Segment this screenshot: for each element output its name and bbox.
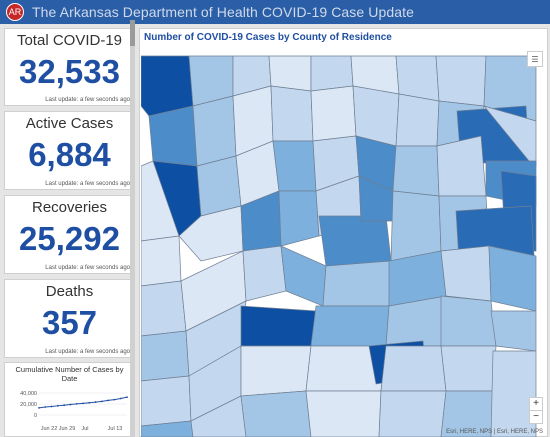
data-point — [82, 402, 84, 405]
map-panel[interactable]: Number of COVID-19 Cases by County of Re… — [139, 28, 548, 437]
chart-title: Cumulative Number of Cases by Date — [15, 365, 124, 383]
data-point — [44, 406, 47, 408]
data-point — [126, 396, 128, 399]
county-shape[interactable] — [310, 305, 390, 347]
data-point — [113, 398, 116, 401]
county-shape[interactable] — [310, 85, 357, 142]
county-shape[interactable] — [242, 245, 287, 302]
card-label: Total COVID-19 — [16, 32, 123, 49]
card-total-cases[interactable]: Total COVID-19 32,533 Last update: a few… — [4, 28, 135, 106]
county-shape[interactable] — [141, 420, 194, 437]
county-shape[interactable] — [436, 135, 487, 197]
county-shape[interactable] — [278, 190, 320, 247]
county-shape[interactable] — [390, 190, 442, 262]
x-tick-label: Jun 22 — [41, 426, 58, 432]
card-value: 25,292 — [19, 220, 120, 257]
card-recoveries[interactable]: Recoveries 25,292 Last update: a few sec… — [4, 195, 135, 274]
card-label: Deaths — [45, 283, 94, 300]
card-value: 6,884 — [28, 136, 111, 173]
county-shape[interactable] — [272, 140, 317, 192]
card-update: Last update: a few seconds ago — [45, 97, 130, 103]
county-shape[interactable] — [270, 85, 314, 142]
y-tick-label: 0 — [34, 413, 37, 419]
card-value: 32,533 — [19, 53, 120, 90]
county-shape[interactable] — [488, 245, 537, 312]
data-point — [50, 405, 53, 408]
county-shape[interactable] — [440, 245, 492, 302]
map-attribution: Esri, HERE, NPS | Esri, HERE, NPS — [446, 429, 543, 435]
county-shape[interactable] — [141, 55, 194, 117]
chart-svg: 40,000 20,000 0 Jun 22 Jun 29 Jul Jul 13 — [20, 391, 128, 432]
card-update: Last update: a few seconds ago — [45, 181, 130, 187]
county-shape[interactable] — [141, 375, 192, 427]
county-shape[interactable] — [318, 215, 392, 267]
county-shape[interactable] — [490, 350, 537, 437]
county-shape[interactable] — [395, 93, 440, 147]
cumulative-cases-chart[interactable]: Cumulative Number of Cases by Date 40,00… — [4, 362, 135, 437]
map-title: Number of COVID-19 Cases by County of Re… — [144, 32, 392, 43]
card-deaths[interactable]: Deaths 357 Last update: a few seconds ag… — [4, 279, 135, 358]
x-tick-label: Jun 29 — [59, 426, 76, 432]
county-shape[interactable] — [380, 345, 447, 392]
county-shape[interactable] — [141, 280, 187, 337]
card-label: Active Cases — [25, 115, 114, 132]
data-point — [100, 400, 103, 403]
data-point — [119, 397, 122, 400]
scrollbar-thumb[interactable] — [130, 20, 135, 46]
county-shape[interactable] — [490, 310, 537, 352]
y-tick-label: 40,000 — [20, 391, 37, 397]
county-shape[interactable] — [440, 345, 497, 392]
county-shape[interactable] — [240, 345, 312, 397]
card-update: Last update: a few seconds ago — [45, 265, 130, 271]
county-shape[interactable] — [141, 235, 182, 287]
county-shape[interactable] — [148, 105, 198, 167]
x-tick-label: Jul — [81, 426, 88, 432]
card-value: 357 — [41, 304, 98, 341]
county-shape[interactable] — [192, 95, 237, 167]
county-shape[interactable] — [240, 305, 317, 347]
county-shape[interactable] — [440, 390, 494, 437]
county-shape[interactable] — [305, 390, 382, 437]
county-shape[interactable] — [440, 295, 497, 347]
data-point — [56, 404, 59, 407]
county-shape[interactable] — [322, 260, 392, 307]
county-shape[interactable] — [280, 245, 327, 307]
x-tick-label: Jul 13 — [108, 426, 123, 432]
county-shape[interactable] — [310, 55, 354, 92]
county-shape[interactable] — [268, 55, 312, 92]
data-point — [38, 406, 40, 409]
county-shape[interactable] — [196, 155, 242, 217]
left-panel-scrollbar[interactable] — [130, 20, 135, 437]
county-shape[interactable] — [378, 390, 447, 437]
list-icon[interactable]: ☰ — [527, 51, 543, 67]
data-point — [94, 401, 97, 403]
page-title: The Arkansas Department of Health COVID-… — [32, 4, 415, 20]
zoom-in-button[interactable]: + — [529, 397, 543, 411]
zoom-out-button[interactable]: − — [529, 410, 543, 424]
y-tick-label: 20,000 — [20, 402, 37, 408]
data-point — [63, 404, 66, 407]
data-point — [107, 399, 110, 402]
state-seal-icon: AR — [6, 3, 24, 21]
county-shape[interactable] — [392, 145, 440, 197]
card-label: Recoveries — [31, 199, 108, 216]
county-map[interactable] — [141, 46, 548, 437]
data-point — [75, 402, 78, 405]
county-shape[interactable] — [240, 390, 312, 437]
app-header: AR The Arkansas Department of Health COV… — [0, 0, 550, 24]
county-shape[interactable] — [141, 330, 190, 382]
card-update: Last update: a few seconds ago — [45, 349, 130, 355]
county-shape[interactable] — [190, 395, 247, 437]
county-shape[interactable] — [435, 55, 487, 107]
data-point — [88, 401, 91, 404]
card-active-cases[interactable]: Active Cases 6,884 Last update: a few se… — [4, 111, 135, 190]
data-point — [69, 403, 72, 406]
